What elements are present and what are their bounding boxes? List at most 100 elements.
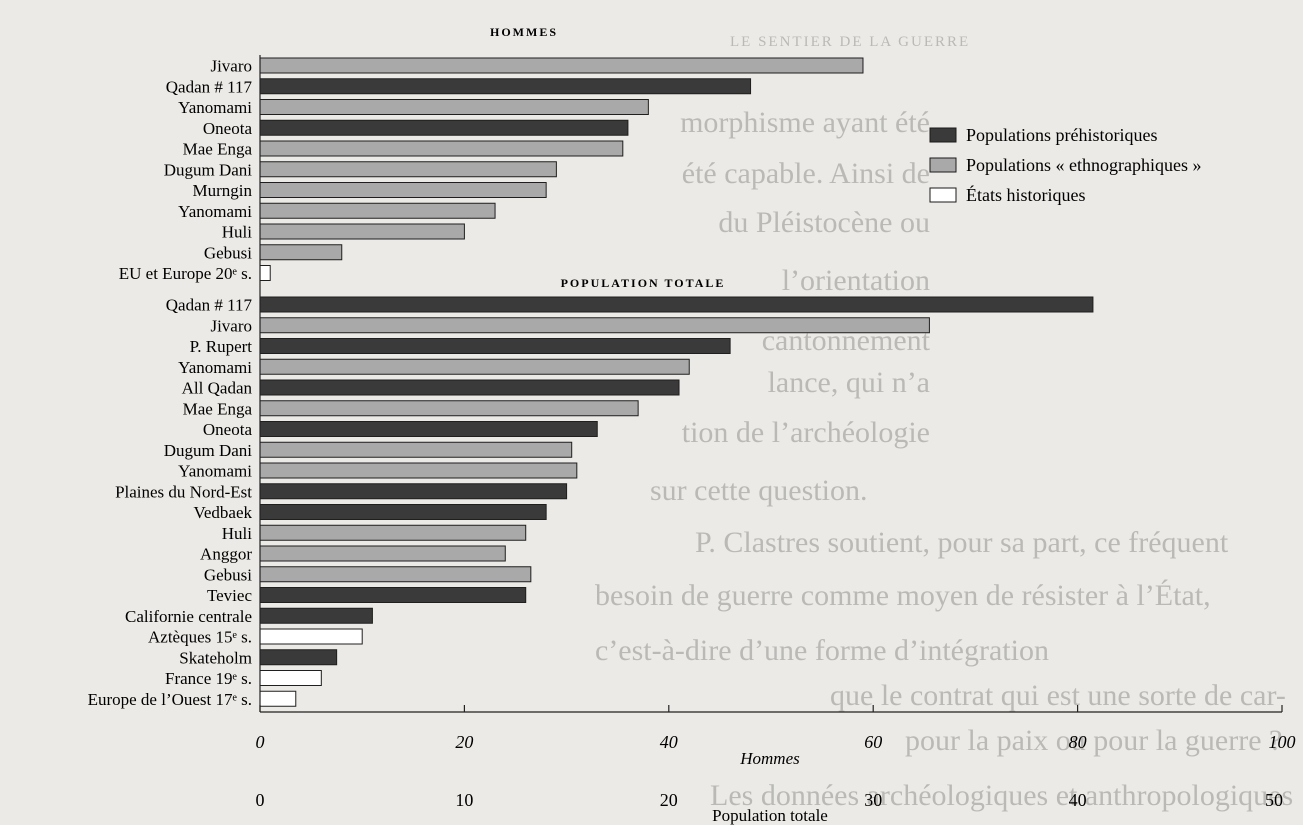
legend: Populations préhistoriques Populations «… — [929, 125, 1201, 205]
background-text-line: Les données archéologiques et anthropolo… — [710, 779, 1293, 812]
bar-oneota — [259, 421, 598, 437]
bar-skateholm — [259, 649, 338, 666]
bar-huli — [259, 223, 465, 240]
bar-gebusi — [259, 566, 532, 583]
bar-label: Plaines du Nord-Est — [115, 482, 252, 501]
bar-europe-de-l-ouest-17-s — [259, 690, 297, 707]
bar-label: Huli — [222, 524, 253, 543]
bar-label: EU et Europe 20ᵉ s. — [119, 264, 252, 283]
x-tick-label-hommes: 80 — [1069, 732, 1087, 752]
background-text-line: tion de l’archéologie — [682, 416, 930, 449]
bar-label: Skateholm — [179, 648, 252, 667]
bar-label: Yanomami — [178, 98, 252, 117]
bar-label: Jivaro — [210, 57, 252, 76]
bar-anggor — [259, 545, 506, 562]
background-text-line: été capable. Ainsi de — [682, 157, 930, 190]
bar-label: Murngin — [193, 181, 253, 200]
bar-gebusi — [259, 244, 343, 261]
bar-murngin — [259, 182, 547, 198]
bar-label: Gebusi — [204, 565, 252, 584]
bar-label: All Qadan — [182, 379, 253, 398]
bar-yanomami — [259, 358, 690, 375]
legend-swatch-historic — [929, 187, 957, 203]
bar-dugum-dani — [259, 441, 573, 458]
bar-jivaro — [259, 317, 930, 334]
panel-title-hommes: HOMMES — [490, 25, 558, 39]
bar-label: France 19ᵉ s. — [165, 669, 252, 688]
legend-label-prehistoric: Populations préhistoriques — [966, 125, 1158, 145]
legend-swatch-ethnographic — [929, 157, 957, 173]
bar-label: Yanomami — [178, 462, 252, 481]
bar-teviec — [259, 587, 527, 603]
background-text-line: besoin de guerre comme moyen de résister… — [595, 579, 1211, 612]
background-text-line: pour la paix ou pour la guerre ? — [905, 724, 1282, 757]
background-text-line: l’orientation — [782, 264, 930, 297]
bar-label: Qadan # 117 — [166, 77, 253, 96]
bar-label: Aztèques 15ᵉ s. — [148, 628, 252, 647]
background-text-line: morphisme ayant été — [680, 106, 930, 139]
x-tick-label-population-totale: 0 — [256, 790, 265, 810]
x-axis-label-population-totale: Population totale — [712, 806, 828, 825]
x-tick-label-hommes: 20 — [455, 732, 473, 752]
x-tick-label-population-totale: 50 — [1265, 790, 1283, 810]
legend-label-ethnographic: Populations « ethnographiques » — [966, 155, 1201, 175]
background-text-line: sur cette question. — [650, 474, 867, 507]
bar-label: Dugum Dani — [164, 441, 253, 460]
bar-label: Californie centrale — [125, 607, 252, 626]
bar-californie-centrale — [259, 607, 373, 624]
bar-mae-enga — [259, 400, 639, 417]
x-tick-label-hommes: 60 — [864, 732, 882, 752]
bar-label: Huli — [222, 223, 253, 242]
x-tick-label-population-totale: 20 — [660, 790, 678, 810]
x-tick-label-population-totale: 10 — [455, 790, 473, 810]
bar-label: Qadan # 117 — [166, 296, 253, 315]
bar-label: Yanomami — [178, 358, 252, 377]
bar-label: Oneota — [203, 119, 253, 138]
bar-eu-et-europe-20-s — [259, 265, 271, 281]
bar-label: Teviec — [207, 586, 253, 605]
bar-oneota — [259, 119, 629, 136]
x-tick-label-hommes: 40 — [660, 732, 678, 752]
bar-france-19-s — [259, 670, 322, 686]
bar-label: Mae Enga — [183, 399, 253, 418]
panel-title-population-totale: POPULATION TOTALE — [561, 276, 726, 290]
x-tick-label-hommes: 0 — [256, 732, 265, 752]
bar-yanomami — [259, 99, 649, 115]
bar-label: Mae Enga — [183, 140, 253, 159]
bar-jivaro — [259, 57, 864, 74]
bar-dugum-dani — [259, 161, 557, 178]
bar-p-rupert — [259, 338, 731, 354]
bar-label: Oneota — [203, 420, 253, 439]
background-text-line: lance, qui n’a — [768, 366, 930, 399]
x-tick-label-population-totale: 40 — [1069, 790, 1087, 810]
bar-label: Dugum Dani — [164, 160, 253, 179]
bar-label: Anggor — [200, 545, 252, 564]
bar-label: Jivaro — [210, 316, 252, 335]
x-tick-label-population-totale: 30 — [864, 790, 882, 810]
legend-swatch-prehistoric — [929, 127, 957, 143]
background-text-line: c’est-à-dire d’une forme d’intégration — [595, 634, 1049, 667]
background-page-text: LE SENTIER DE LA GUERRE morphisme ayant … — [595, 34, 1293, 812]
bar-vedbaek — [259, 504, 547, 520]
bar-label: Europe de l’Ouest 17ᵉ s. — [88, 690, 252, 709]
bar-label: Yanomami — [178, 202, 252, 221]
bar-azteques-15-s — [259, 628, 363, 645]
bar-yanomami — [259, 202, 496, 219]
bar-label: P. Rupert — [190, 337, 253, 356]
bar-qadan-117 — [259, 78, 752, 95]
bar-qadan-117 — [259, 296, 1094, 313]
running-head: LE SENTIER DE LA GUERRE — [730, 34, 970, 50]
bar-yanomami — [259, 462, 578, 479]
legend-label-historic: États historiques — [966, 184, 1086, 205]
bar-label: Gebusi — [204, 243, 252, 262]
bar-all-qadan — [259, 379, 680, 396]
bar-mae-enga — [259, 140, 624, 157]
x-tick-label-hommes: 100 — [1269, 732, 1296, 752]
bar-label: Vedbaek — [193, 503, 252, 522]
background-text-line: que le contrat qui est une sorte de car- — [830, 679, 1286, 712]
bar-plaines-du-nord-est — [259, 483, 568, 500]
bar-huli — [259, 524, 527, 541]
x-axis-label-hommes: Hommes — [739, 749, 800, 768]
